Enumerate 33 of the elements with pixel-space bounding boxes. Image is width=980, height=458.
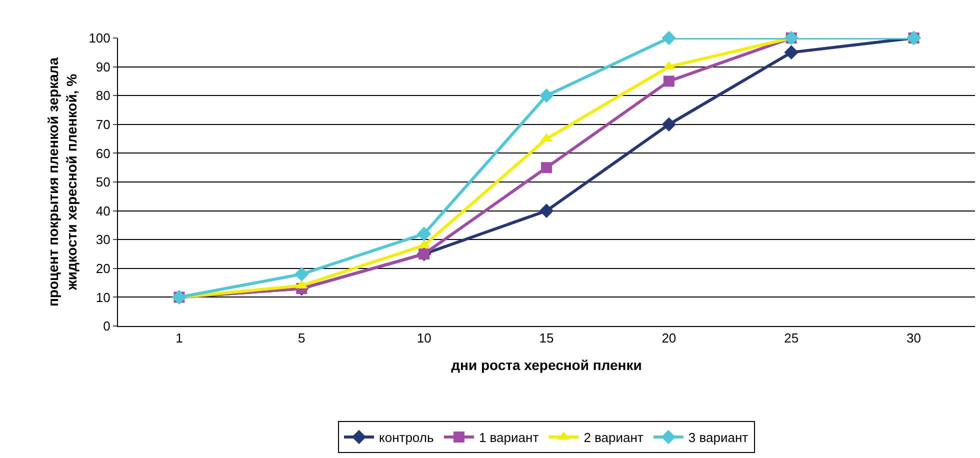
point [539,88,554,103]
point [539,204,554,218]
y-tick-label: 40 [96,203,110,218]
point [294,267,309,282]
x-tick-label: 30 [906,330,922,346]
y-axis-title: процент покрытия пленкой зеркала жидкости хересной пленкой, % [45,57,80,307]
point [663,76,674,87]
point [541,162,552,174]
legend-label: контроль [379,430,434,446]
x-tick-label: 20 [662,330,676,346]
legend-label: 2 вариант [584,430,644,446]
point [784,45,799,60]
y-tick-label: 100 [88,30,110,46]
point [662,117,676,132]
y-tick-label: 10 [96,290,110,305]
x-tick-label: 10 [416,330,432,346]
x-tick-label: 25 [784,330,799,346]
x-axis-title: дни роста хересной пленки [451,356,642,373]
y-tick-label: 60 [96,146,110,161]
point [416,226,432,241]
y-tick-label: 70 [96,116,110,132]
y-tick-label: 80 [96,88,110,104]
y-tick-label: 20 [96,260,110,276]
y-tick-label: 90 [96,59,110,74]
x-tick-label: 1 [176,330,183,346]
y-tick-label: 30 [96,232,110,248]
y-tick-label: 50 [96,174,110,190]
legend-label: 1 вариант [478,430,539,446]
x-tick-label: 5 [298,330,306,346]
point [662,30,676,46]
y-tick-label: 0 [103,318,110,334]
legend-label: 3 вариант [688,430,748,446]
x-tick-label: 15 [539,330,554,346]
